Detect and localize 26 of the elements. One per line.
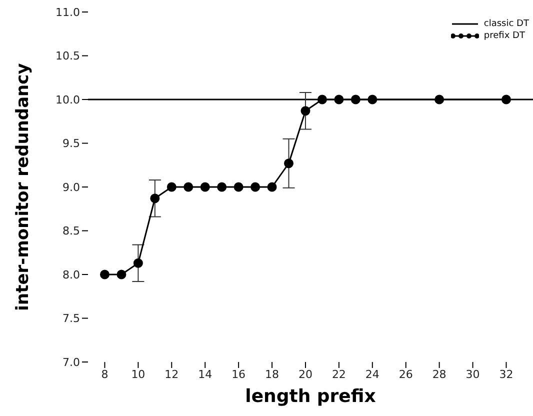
y-tick-label: 8.5 [62,224,80,238]
x-tick-label: 30 [466,368,480,381]
y-tick-label: 9.5 [62,137,80,150]
x-tick-label: 22 [332,368,346,381]
legend-label: classic DT [484,18,529,30]
y-tick-label: 10.0 [56,93,80,106]
y-tick-label: 10.5 [56,50,80,63]
y-tick-label: 7.5 [62,312,80,326]
x-tick-label: 12 [164,368,179,381]
y-axis-title: inter-monitor redundancy [13,63,34,311]
legend-label: prefix DT [484,30,525,42]
x-tick-label: 32 [499,368,514,381]
x-tick-label: 8 [101,368,108,381]
x-tick-label: 24 [365,368,380,381]
x-axis-title: length prefix [245,386,376,407]
x-tick-label: 26 [398,368,413,381]
y-tick-label: 8.0 [62,268,80,282]
y-tick-label: 9.0 [62,180,80,194]
x-tick-label: 16 [232,368,246,381]
x-tick-label: 10 [131,368,146,381]
x-tick-label: 20 [298,368,312,381]
y-tick-label: 11.0 [56,6,80,19]
x-tick-label: 18 [265,368,280,381]
y-tick-label: 7.0 [62,356,80,369]
x-tick-label: 28 [432,368,446,381]
x-tick-label: 14 [198,368,212,381]
